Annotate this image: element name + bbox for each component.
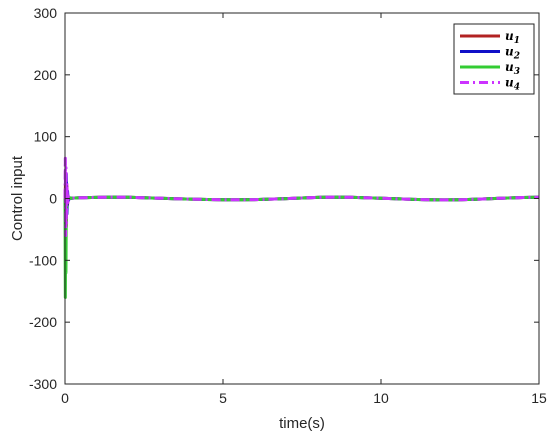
x-tick-label: 10	[373, 390, 389, 406]
x-axis-ticks: 0 5 10 15	[61, 13, 547, 406]
y-axis-label: Control input	[9, 155, 26, 241]
legend-label-u4: u4	[505, 76, 520, 93]
y-tick-label: 300	[34, 5, 58, 21]
y-tick-label: 100	[34, 129, 58, 145]
y-tick-label: -100	[29, 252, 57, 268]
legend-label-u2: u2	[505, 45, 520, 62]
y-tick-label: -300	[29, 376, 57, 392]
x-tick-label: 15	[531, 390, 547, 406]
legend-label-u1: u1	[505, 29, 520, 46]
x-axis-label: time(s)	[279, 415, 325, 432]
y-tick-label: 200	[34, 67, 58, 83]
legend-label-u3: u3	[505, 60, 520, 77]
x-tick-label: 0	[61, 390, 69, 406]
y-axis-ticks: -300 -200 -100 0 100 200 300	[29, 5, 539, 392]
y-tick-label: 0	[49, 191, 57, 207]
x-tick-label: 5	[219, 390, 227, 406]
y-tick-label: -200	[29, 314, 57, 330]
